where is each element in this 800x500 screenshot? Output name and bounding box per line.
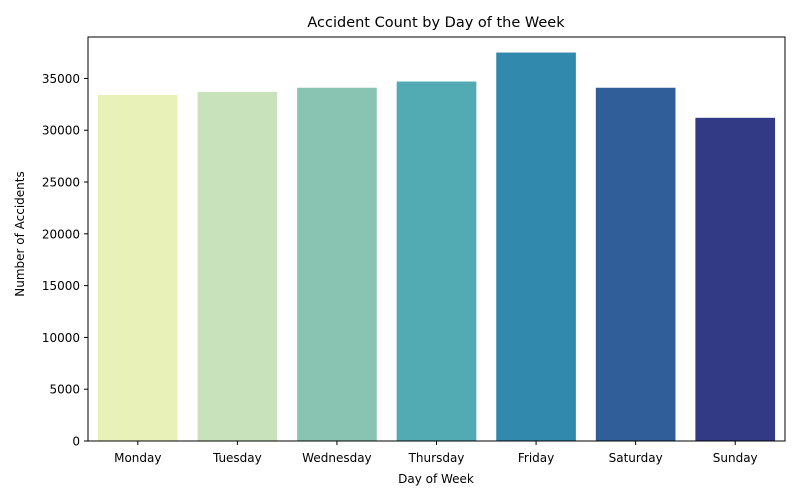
y-tick-label: 15000: [42, 279, 80, 293]
x-tick-label-thursday: Thursday: [408, 451, 465, 465]
bar-monday: [97, 95, 178, 441]
x-axis-title: Day of Week: [398, 472, 474, 486]
bar-thursday: [396, 81, 477, 442]
bar-friday: [496, 52, 576, 442]
y-tick-label: 25000: [42, 176, 80, 190]
bar-saturday: [595, 87, 676, 441]
y-tick-label: 0: [72, 435, 80, 449]
bar-wednesday: [297, 87, 377, 441]
x-tick-label-tuesday: Tuesday: [212, 451, 262, 465]
y-axis-title: Number of Accidents: [13, 171, 27, 297]
y-tick-label: 35000: [42, 72, 80, 86]
x-tick-label-friday: Friday: [518, 451, 554, 465]
x-axis: Monday Tuesday Wednesday Thursday Friday Satu…: [114, 441, 758, 465]
bar-tuesday: [197, 91, 278, 442]
bar-sunday: [695, 117, 776, 442]
x-tick-label-saturday: Saturday: [609, 451, 663, 465]
chart-title: Accident Count by Day of the Week: [307, 15, 565, 31]
y-tick-label: 5000: [49, 383, 80, 397]
x-tick-label-wednesday: Wednesday: [302, 451, 371, 465]
x-tick-label-monday: Monday: [114, 451, 161, 465]
y-tick-label: 10000: [42, 331, 80, 345]
y-axis: 0 5000 10000 15000 20000 25000 30000 35000: [42, 72, 88, 449]
y-tick-label: 20000: [42, 227, 80, 241]
x-tick-label-sunday: Sunday: [713, 451, 758, 465]
y-tick-label: 30000: [42, 124, 80, 138]
bars-group: [97, 52, 776, 442]
plot-frame: [87, 36, 786, 442]
